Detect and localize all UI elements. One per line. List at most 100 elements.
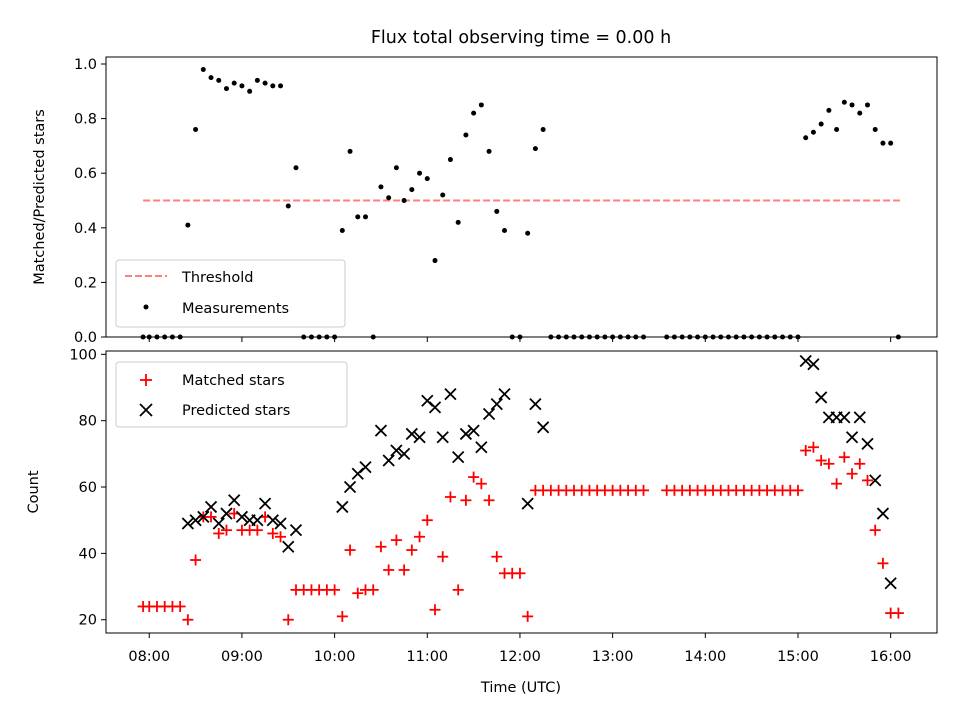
bottom-y-tick-label: 20 — [79, 613, 97, 629]
measurement-point — [362, 214, 368, 220]
measurement-point — [223, 86, 229, 92]
measurement-point — [254, 77, 260, 83]
bottom-y-tick-label: 60 — [79, 480, 97, 496]
matched-star-point — [831, 478, 843, 490]
x-tick-label: 11:00 — [406, 649, 448, 665]
measurement-point — [239, 83, 245, 89]
x-tick-label: 15:00 — [777, 649, 819, 665]
predicted-star-point — [467, 424, 480, 437]
matched-star-point — [190, 554, 202, 566]
matched-star-point — [329, 584, 341, 596]
predicted-star-point — [529, 397, 542, 411]
predicted-star-point — [405, 427, 418, 441]
matched-star-point — [861, 474, 873, 486]
top-y-tick-label: 0.4 — [74, 221, 97, 237]
predicted-star-point — [536, 421, 550, 434]
top-legend-box — [115, 259, 346, 328]
x-tick-label: 10:00 — [314, 649, 356, 665]
legend-predicted-label: Predicted stars — [182, 403, 290, 419]
matched-star-point — [205, 511, 217, 523]
predicted-star-point — [258, 497, 272, 510]
measurement-point — [278, 83, 284, 89]
predicted-star-point — [452, 451, 465, 464]
matched-star-point — [838, 451, 850, 463]
matched-star-point — [383, 564, 395, 576]
predicted-star-point — [359, 460, 372, 474]
matched-star-point — [892, 607, 904, 619]
predicted-star-point — [428, 401, 442, 414]
measurement-point — [247, 88, 253, 94]
matched-star-point — [823, 458, 835, 470]
measurement-point — [424, 176, 430, 182]
matched-star-point — [452, 584, 464, 596]
measurement-point — [818, 121, 824, 127]
measurement-point — [880, 140, 886, 146]
measurement-point — [347, 148, 353, 154]
matched-star-point — [429, 604, 441, 616]
predicted-star-point — [220, 507, 233, 520]
measurement-point — [872, 127, 878, 133]
top-y-tick-label: 0.2 — [74, 275, 97, 291]
matched-star-point — [414, 531, 426, 543]
measurement-point — [432, 258, 438, 264]
measurement-point — [486, 148, 492, 154]
matched-star-point — [336, 610, 348, 622]
bottom-legend: Matched stars Predicted stars — [115, 361, 348, 428]
legend-predicted-swatch — [139, 403, 153, 417]
matched-star-point — [444, 491, 456, 503]
matched-star-point — [213, 527, 225, 539]
matched-star-point — [460, 494, 472, 506]
measurement-point — [803, 135, 809, 141]
measurement-point — [494, 208, 500, 214]
bottom-legend-box — [115, 361, 348, 428]
measurement-point — [841, 99, 847, 105]
measurement-point — [216, 77, 222, 83]
predicted-star-point — [482, 407, 496, 421]
predicted-star-point — [197, 510, 210, 524]
measurement-point — [409, 187, 415, 193]
matched-star-point — [275, 531, 287, 543]
bottom-y-tick-label: 100 — [69, 347, 97, 363]
predicted-star-point — [853, 411, 866, 424]
measurement-point — [834, 127, 840, 133]
matched-star-point — [807, 441, 819, 453]
measurement-point — [810, 129, 816, 135]
predicted-star-point — [490, 397, 503, 411]
measurement-point — [540, 127, 546, 133]
predicted-star-point — [390, 444, 403, 457]
measurement-point — [857, 110, 863, 116]
measurement-point — [849, 102, 855, 108]
measurement-point — [532, 146, 538, 152]
measurement-point — [525, 230, 531, 236]
bottom-axes-frame — [105, 350, 938, 634]
predicted-star-point — [436, 431, 449, 444]
matched-star-point — [483, 494, 495, 506]
measurement-point — [262, 80, 268, 86]
matched-star-point — [491, 551, 503, 563]
measurement-point — [455, 219, 461, 225]
matched-star-point — [251, 524, 263, 536]
predicted-star-point — [181, 517, 195, 530]
legend-threshold-label: Threshold — [181, 270, 253, 286]
bottom-y-axis: 20 40 60 80 100 — [69, 347, 106, 629]
measurement-point — [417, 170, 423, 176]
x-tick-label: 16:00 — [870, 649, 912, 665]
predicted-star-point — [289, 524, 303, 537]
x-axis-label: Time (UTC) — [480, 680, 561, 696]
predicted-star-point — [251, 514, 264, 527]
top-panel: 0.0 0.2 0.4 0.6 0.8 1.0 Matched/Predicted sta… — [32, 56, 938, 346]
matched-star-point — [282, 614, 294, 626]
legend-measurements-label: Measurements — [182, 301, 289, 317]
top-y-tick-label: 0.0 — [74, 330, 97, 346]
predicted-star-point — [475, 441, 488, 454]
matched-star-point — [406, 544, 418, 556]
measurement-point — [200, 66, 206, 72]
matched-star-point — [522, 610, 534, 622]
bottom-y-axis-label: Count — [26, 470, 42, 513]
measurement-point — [270, 83, 276, 89]
measurement-point — [293, 165, 299, 171]
matched-star-point — [220, 524, 232, 536]
matched-star-point — [367, 584, 379, 596]
matched-star-point — [815, 454, 827, 466]
